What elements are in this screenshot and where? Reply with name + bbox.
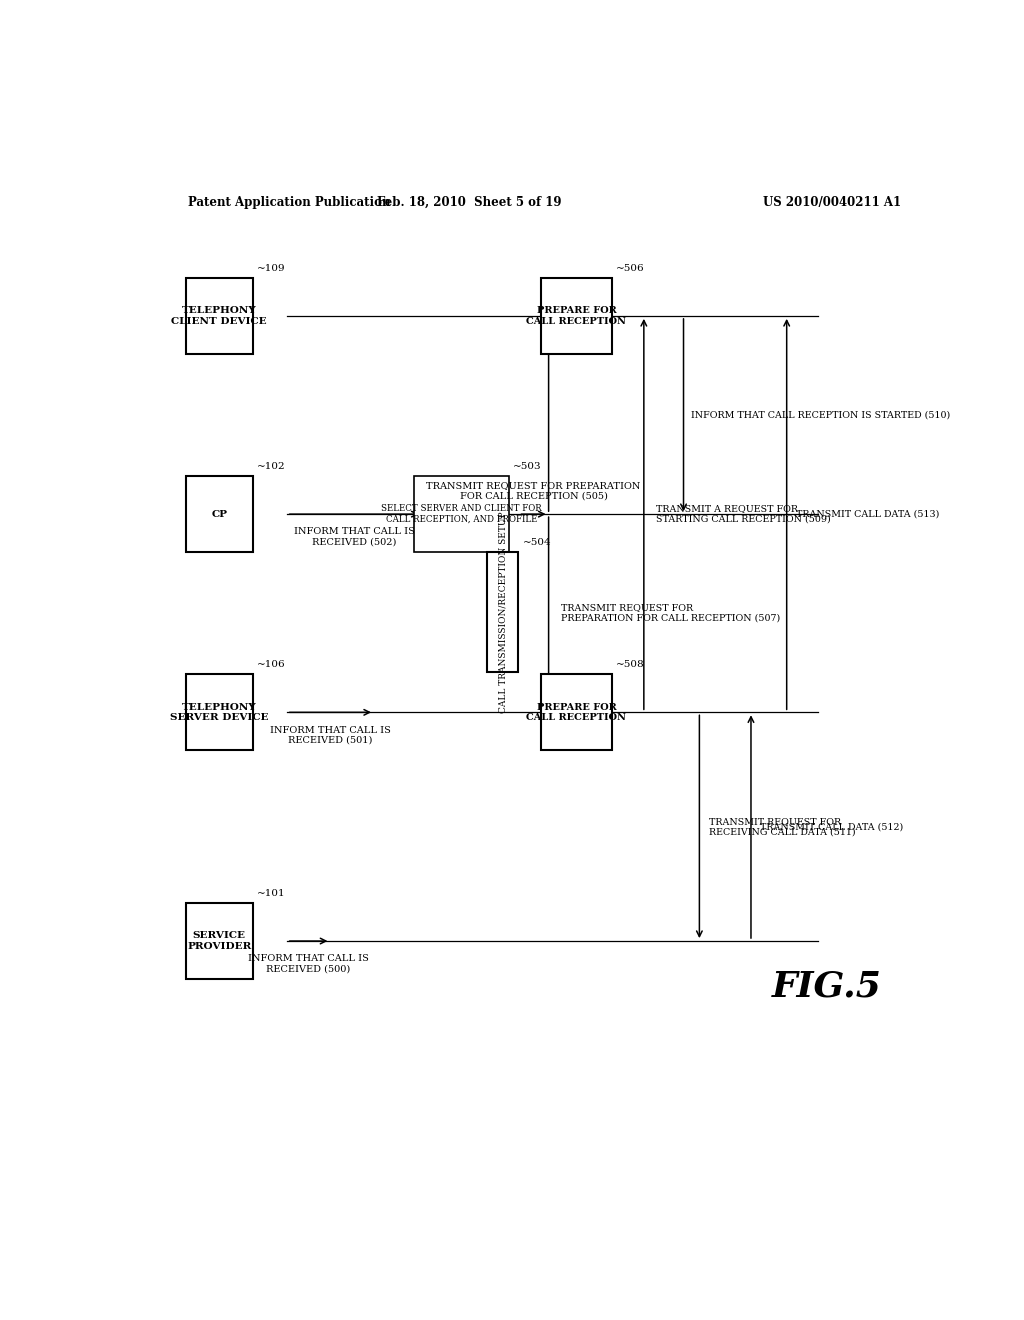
Text: INFORM THAT CALL RECEPTION IS STARTED (510): INFORM THAT CALL RECEPTION IS STARTED (5…	[691, 411, 950, 420]
Bar	[185, 277, 253, 354]
Text: Patent Application Publication: Patent Application Publication	[187, 195, 390, 209]
Text: TELEPHONY
SERVER DEVICE: TELEPHONY SERVER DEVICE	[170, 702, 268, 722]
Text: ~102: ~102	[257, 462, 286, 471]
Text: TRANSMIT REQUEST FOR
PREPARATION FOR CALL RECEPTION (507): TRANSMIT REQUEST FOR PREPARATION FOR CAL…	[560, 603, 779, 623]
Text: TRANSMIT REQUEST FOR PREPARATION
FOR CALL RECEPTION (505): TRANSMIT REQUEST FOR PREPARATION FOR CAL…	[426, 482, 641, 500]
Text: INFORM THAT CALL IS
RECEIVED (502): INFORM THAT CALL IS RECEIVED (502)	[294, 528, 415, 546]
Text: TRANSMIT CALL DATA (513): TRANSMIT CALL DATA (513)	[797, 510, 940, 519]
Text: ~508: ~508	[616, 660, 645, 669]
Bar	[541, 675, 612, 751]
Text: TRANSMIT CALL DATA (512): TRANSMIT CALL DATA (512)	[761, 822, 904, 832]
Text: US 2010/0040211 A1: US 2010/0040211 A1	[763, 195, 901, 209]
Text: ~101: ~101	[257, 888, 286, 898]
Text: TRANSMIT A REQUEST FOR
STARTING CALL RECEPTION (509): TRANSMIT A REQUEST FOR STARTING CALL REC…	[655, 504, 830, 524]
Text: ~503: ~503	[513, 462, 542, 471]
Bar	[185, 477, 253, 552]
Bar	[414, 477, 509, 552]
Bar	[185, 675, 253, 751]
Text: INFORM THAT CALL IS
RECEIVED (500): INFORM THAT CALL IS RECEIVED (500)	[248, 954, 369, 974]
Text: ~504: ~504	[522, 539, 551, 548]
Text: FIG.5: FIG.5	[771, 970, 882, 1003]
Bar	[541, 277, 612, 354]
Bar	[486, 552, 518, 672]
Text: PREPARE FOR
CALL RECEPTION: PREPARE FOR CALL RECEPTION	[526, 306, 627, 326]
Text: CP: CP	[211, 510, 227, 519]
Text: TELEPHONY
CLIENT DEVICE: TELEPHONY CLIENT DEVICE	[171, 306, 267, 326]
Text: PREPARE FOR
CALL RECEPTION: PREPARE FOR CALL RECEPTION	[526, 702, 627, 722]
Text: SERVICE
PROVIDER: SERVICE PROVIDER	[187, 932, 252, 950]
Text: CALL TRANSMISSION/RECEPTION SETUP: CALL TRANSMISSION/RECEPTION SETUP	[498, 511, 507, 713]
Text: Feb. 18, 2010  Sheet 5 of 19: Feb. 18, 2010 Sheet 5 of 19	[377, 195, 561, 209]
Text: ~506: ~506	[616, 264, 645, 273]
Text: INFORM THAT CALL IS
RECEIVED (501): INFORM THAT CALL IS RECEIVED (501)	[270, 726, 391, 744]
Bar	[185, 903, 253, 979]
Text: SELECT SERVER AND CLIENT FOR
CALL RECEPTION, AND PROFILE: SELECT SERVER AND CLIENT FOR CALL RECEPT…	[381, 504, 542, 524]
Text: ~109: ~109	[257, 264, 286, 273]
Text: TRANSMIT REQUEST FOR
RECEIVING CALL DATA (511): TRANSMIT REQUEST FOR RECEIVING CALL DATA…	[709, 817, 855, 837]
Text: ~106: ~106	[257, 660, 286, 669]
